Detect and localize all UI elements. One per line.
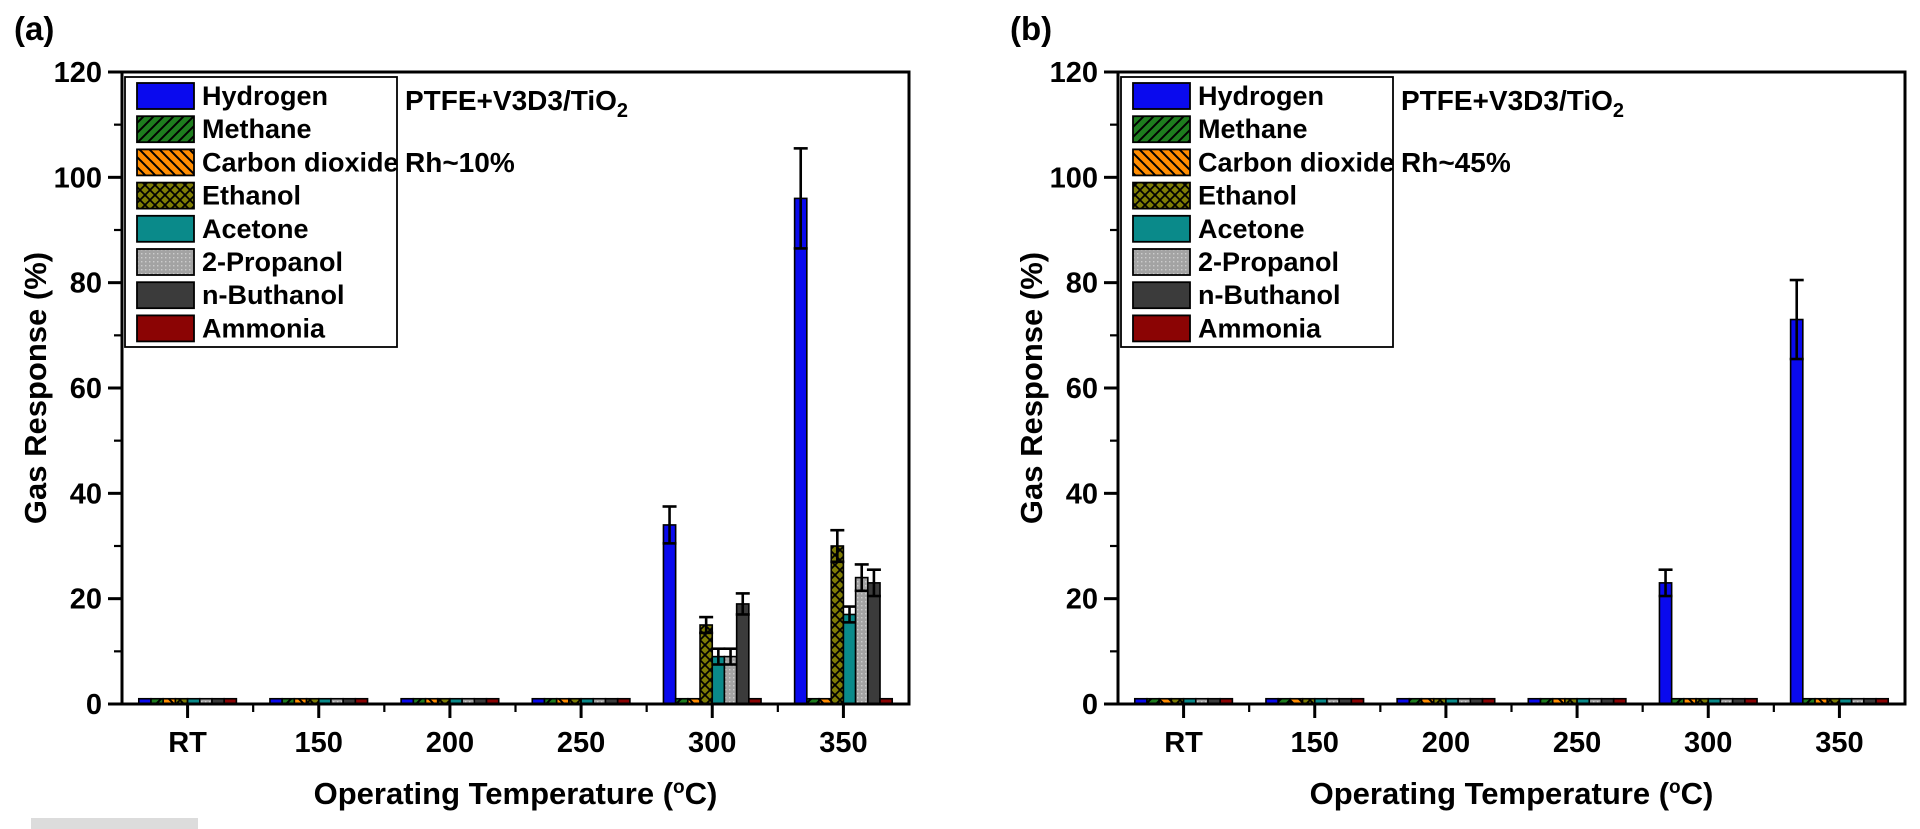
- x-tick-label-300: 300: [1684, 727, 1732, 759]
- bar-n-buthanol-350: [867, 582, 881, 705]
- x-tick-label-150: 150: [295, 727, 343, 759]
- panel--b-: (b) 0 20 40 60 80 100 120 RT 150 200 250 300 350 Opera…: [1010, 10, 1907, 811]
- annotation-material: PTFE+V3D3/TiO2: [405, 85, 628, 122]
- y-tick-label: 0: [86, 689, 102, 721]
- bar-n-buthanol-300: [735, 603, 750, 705]
- legend-swatch-hydrogen: [136, 82, 195, 110]
- y-axis-title: Gas Response (%): [1014, 252, 1049, 524]
- x-tick-label-200: 200: [1422, 727, 1470, 759]
- panel-label--a-: (a): [14, 10, 54, 47]
- error-bar-acetone-300: [711, 647, 726, 666]
- panel--a-: (a) 0 20 40 60 80 100 120 RT 150 200 250 300 350 Opera…: [14, 10, 911, 811]
- legend-label-methane: Methane: [1198, 114, 1308, 144]
- legend-swatch-carbon-dioxide: [1132, 148, 1191, 177]
- legend-swatch-methane: [1132, 115, 1191, 144]
- legend-label-n-buthanol: n-Buthanol: [202, 280, 344, 310]
- legend-swatch-ethanol: [136, 181, 195, 210]
- legend-label-ethanol: Ethanol: [1198, 181, 1297, 211]
- y-tick-label: 60: [1066, 373, 1098, 405]
- legend-swatch-ethanol: [1132, 181, 1191, 210]
- error-bar-hydrogen-300: [1658, 568, 1673, 598]
- x-tick-label-150: 150: [1291, 727, 1339, 759]
- bar-hydrogen-300: [1658, 582, 1673, 705]
- bar-ethanol-350: [830, 545, 845, 705]
- legend-label-2-propanol: 2-Propanol: [202, 247, 343, 277]
- error-bar-n-buthanol-350: [866, 568, 881, 598]
- y-tick-label: 40: [1066, 478, 1098, 510]
- legend-label-acetone: Acetone: [1198, 214, 1305, 244]
- y-tick-label: 80: [1066, 268, 1098, 300]
- legend-swatch-2-propanol: [136, 248, 195, 276]
- x-tick-label-350: 350: [819, 727, 867, 759]
- y-tick-label: 20: [70, 584, 102, 616]
- panel-label--b-: (b): [1010, 10, 1052, 47]
- bar-hydrogen-350: [793, 197, 808, 705]
- error-bar-hydrogen-300: [662, 505, 677, 545]
- legend-label-2-propanol: 2-Propanol: [1198, 247, 1339, 277]
- bar-hydrogen-350: [1789, 318, 1804, 705]
- y-tick-label: 100: [1050, 162, 1098, 194]
- y-tick-label: 120: [54, 57, 102, 89]
- legend-label-ammonia: Ammonia: [1198, 313, 1322, 343]
- error-bar-2-propanol-350: [854, 563, 869, 593]
- bar-ethanol-300: [699, 624, 714, 705]
- x-axis-title: Operating Temperature (oC): [1310, 776, 1714, 811]
- legend-swatch-2-propanol: [1132, 248, 1191, 276]
- error-bar-2-propanol-300: [723, 647, 738, 666]
- legend-label-ethanol: Ethanol: [202, 181, 301, 211]
- legend-swatch-n-buthanol: [136, 281, 195, 310]
- legend-swatch-acetone: [1132, 214, 1191, 243]
- legend-label-acetone: Acetone: [202, 214, 309, 244]
- legend-swatch-acetone: [136, 214, 195, 243]
- y-tick-label: 100: [54, 162, 102, 194]
- error-bar-hydrogen-350: [793, 147, 808, 250]
- x-tick-label-250: 250: [557, 727, 605, 759]
- bar-2-propanol-350: [854, 576, 869, 705]
- error-bar-ethanol-350: [830, 528, 845, 564]
- bottom-left-artifact: [31, 818, 198, 829]
- legend-swatch-methane: [136, 115, 195, 144]
- annotation-humidity: Rh~45%: [1401, 147, 1511, 178]
- legend-swatch-ammonia: [136, 314, 195, 343]
- legend-swatch-carbon-dioxide: [136, 148, 195, 177]
- y-tick-label: 60: [70, 373, 102, 405]
- legend-label-n-buthanol: n-Buthanol: [1198, 280, 1340, 310]
- legend-swatch-n-buthanol: [1132, 281, 1191, 310]
- x-tick-label-250: 250: [1553, 727, 1601, 759]
- x-tick-label-300: 300: [688, 727, 736, 759]
- x-axis-title: Operating Temperature (oC): [314, 776, 718, 811]
- bar-acetone-350: [842, 613, 857, 705]
- error-bar-acetone-350: [842, 605, 857, 624]
- y-tick-label: 120: [1050, 57, 1098, 89]
- legend-label-carbon-dioxide: Carbon dioxide: [202, 147, 399, 177]
- annotation-humidity: Rh~10%: [405, 147, 515, 178]
- y-tick-label: 80: [70, 268, 102, 300]
- x-tick-label-200: 200: [426, 727, 474, 759]
- bar-hydrogen-300: [662, 524, 677, 705]
- legend-swatch-ammonia: [1132, 314, 1191, 343]
- error-bar-hydrogen-350: [1789, 278, 1804, 361]
- annotation-material: PTFE+V3D3/TiO2: [1401, 85, 1624, 122]
- y-tick-label: 20: [1066, 584, 1098, 616]
- legend-label-ammonia: Ammonia: [202, 313, 326, 343]
- legend-label-methane: Methane: [202, 114, 312, 144]
- y-tick-label: 40: [70, 478, 102, 510]
- y-tick-label: 0: [1082, 689, 1098, 721]
- legend-label-hydrogen: Hydrogen: [1198, 81, 1324, 111]
- error-bar-ethanol-300: [699, 615, 714, 635]
- legend-swatch-hydrogen: [1132, 82, 1191, 110]
- legend-label-carbon-dioxide: Carbon dioxide: [1198, 147, 1395, 177]
- legend-label-hydrogen: Hydrogen: [202, 81, 328, 111]
- y-axis-title: Gas Response (%): [18, 252, 53, 524]
- x-tick-label-rt: RT: [1164, 727, 1203, 759]
- x-tick-label-rt: RT: [168, 727, 207, 759]
- x-tick-label-350: 350: [1815, 727, 1863, 759]
- error-bar-n-buthanol-300: [735, 592, 750, 616]
